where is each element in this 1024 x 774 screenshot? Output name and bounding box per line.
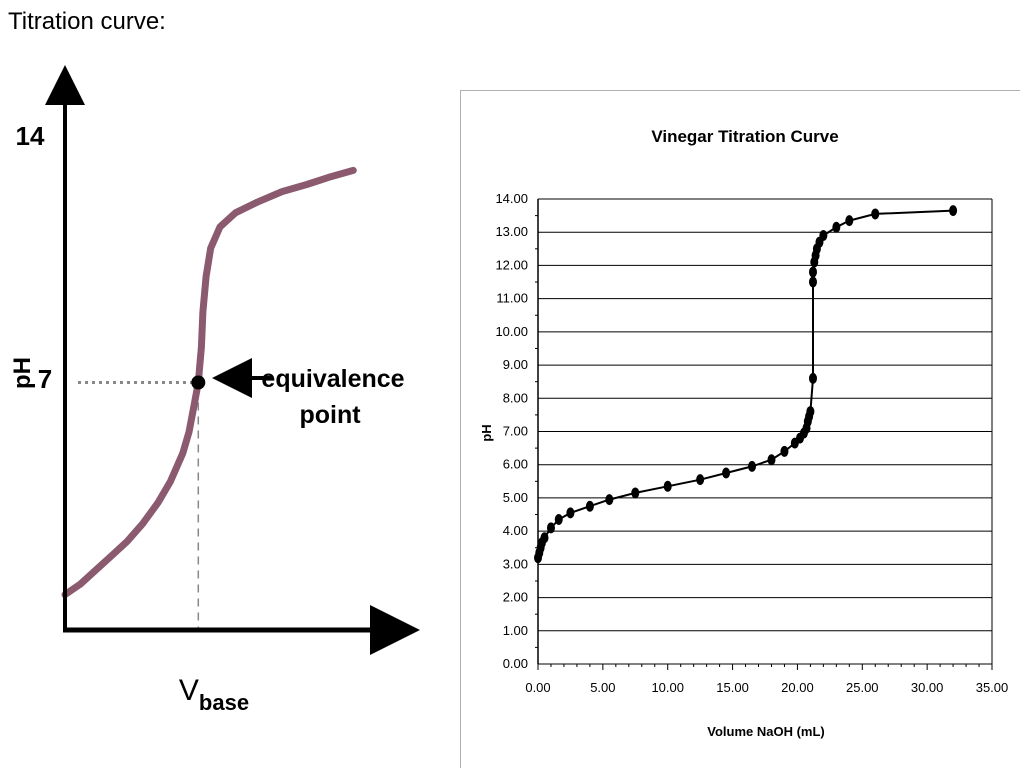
data-point [540, 532, 549, 544]
data-point [808, 276, 817, 288]
data-point [832, 221, 841, 233]
data-point [845, 215, 854, 227]
data-point [605, 494, 614, 506]
vinegar-titration-chart: Vinegar Titration Curve 0.00 1.00 2.00 3.00… [460, 90, 1020, 768]
data-point [748, 460, 757, 472]
schematic-chart: 14 7 pH Vbase equivalence point [9, 65, 420, 715]
y-tick-label: 10.00 [495, 324, 528, 339]
y-tick-label: 12.00 [495, 257, 528, 272]
y-tick-label: 14.00 [495, 191, 528, 206]
data-point [631, 487, 640, 499]
data-point [722, 467, 731, 479]
y-tick-label: 7.00 [503, 424, 528, 439]
data-point [585, 500, 594, 512]
y-tick-label: 0.00 [503, 656, 528, 671]
schematic-titration-curve: 14 7 pH Vbase equivalence point [0, 60, 440, 760]
data-point [808, 266, 817, 278]
annotation-line1: equivalence [261, 365, 404, 393]
data-point [808, 372, 817, 384]
data-point [767, 454, 776, 466]
data-point [949, 205, 958, 217]
x-tick-label: 0.00 [525, 680, 550, 695]
y-tick-label: 4.00 [503, 523, 528, 538]
y-tick-label: 11.00 [496, 291, 528, 306]
x-tick-label: 30.00 [911, 680, 944, 695]
x-tick-label: 35.00 [976, 680, 1009, 695]
data-point [696, 474, 705, 486]
y-tick-label: 3.00 [503, 556, 528, 571]
y-axis-label: pH [9, 357, 36, 389]
x-tick-label: 25.00 [846, 680, 879, 695]
data-point [780, 445, 789, 457]
y-tick-label: 9.00 [503, 357, 528, 372]
series-line [537, 209, 954, 558]
data-point [663, 480, 672, 492]
chart-title: Vinegar Titration Curve [651, 127, 838, 146]
y-tick-label: 1.00 [503, 623, 528, 638]
y-axis-title: pH [479, 424, 494, 441]
y-tick-label: 5.00 [503, 490, 528, 505]
vinegar-chart-svg: Vinegar Titration Curve 0.00 1.00 2.00 3.00… [479, 127, 1009, 739]
x-tick-label: 5.00 [590, 680, 615, 695]
y-tick-label: 2.00 [503, 590, 528, 605]
x-axis-label: Vbase [179, 674, 249, 715]
data-point [806, 406, 815, 418]
x-tick-label: 15.00 [716, 680, 749, 695]
data-point [554, 514, 563, 526]
data-point [566, 507, 575, 519]
data-point [819, 230, 828, 242]
data-point [546, 522, 555, 534]
equivalence-point-marker [191, 375, 206, 390]
y-tick-label: 6.00 [503, 457, 528, 472]
x-tick-label: 20.00 [781, 680, 814, 695]
x-tick-label: 10.00 [651, 680, 684, 695]
data-point [871, 208, 880, 220]
y-tick-7: 7 [38, 364, 52, 394]
annotation-line2: point [299, 401, 361, 429]
x-axis-title: Volume NaOH (mL) [707, 724, 825, 739]
y-tick-label: 8.00 [503, 390, 528, 405]
y-tick-label: 13.00 [495, 224, 528, 239]
y-tick-14: 14 [16, 121, 45, 151]
slide-title: Titration curve: [8, 8, 166, 35]
